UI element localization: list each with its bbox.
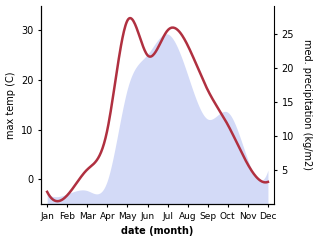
X-axis label: date (month): date (month) (121, 227, 194, 236)
Y-axis label: max temp (C): max temp (C) (5, 71, 16, 139)
Y-axis label: med. precipitation (kg/m2): med. precipitation (kg/m2) (302, 39, 313, 170)
